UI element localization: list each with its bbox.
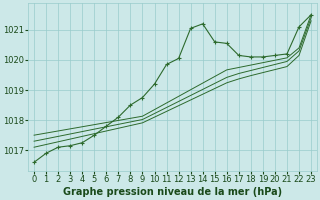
- X-axis label: Graphe pression niveau de la mer (hPa): Graphe pression niveau de la mer (hPa): [63, 187, 282, 197]
